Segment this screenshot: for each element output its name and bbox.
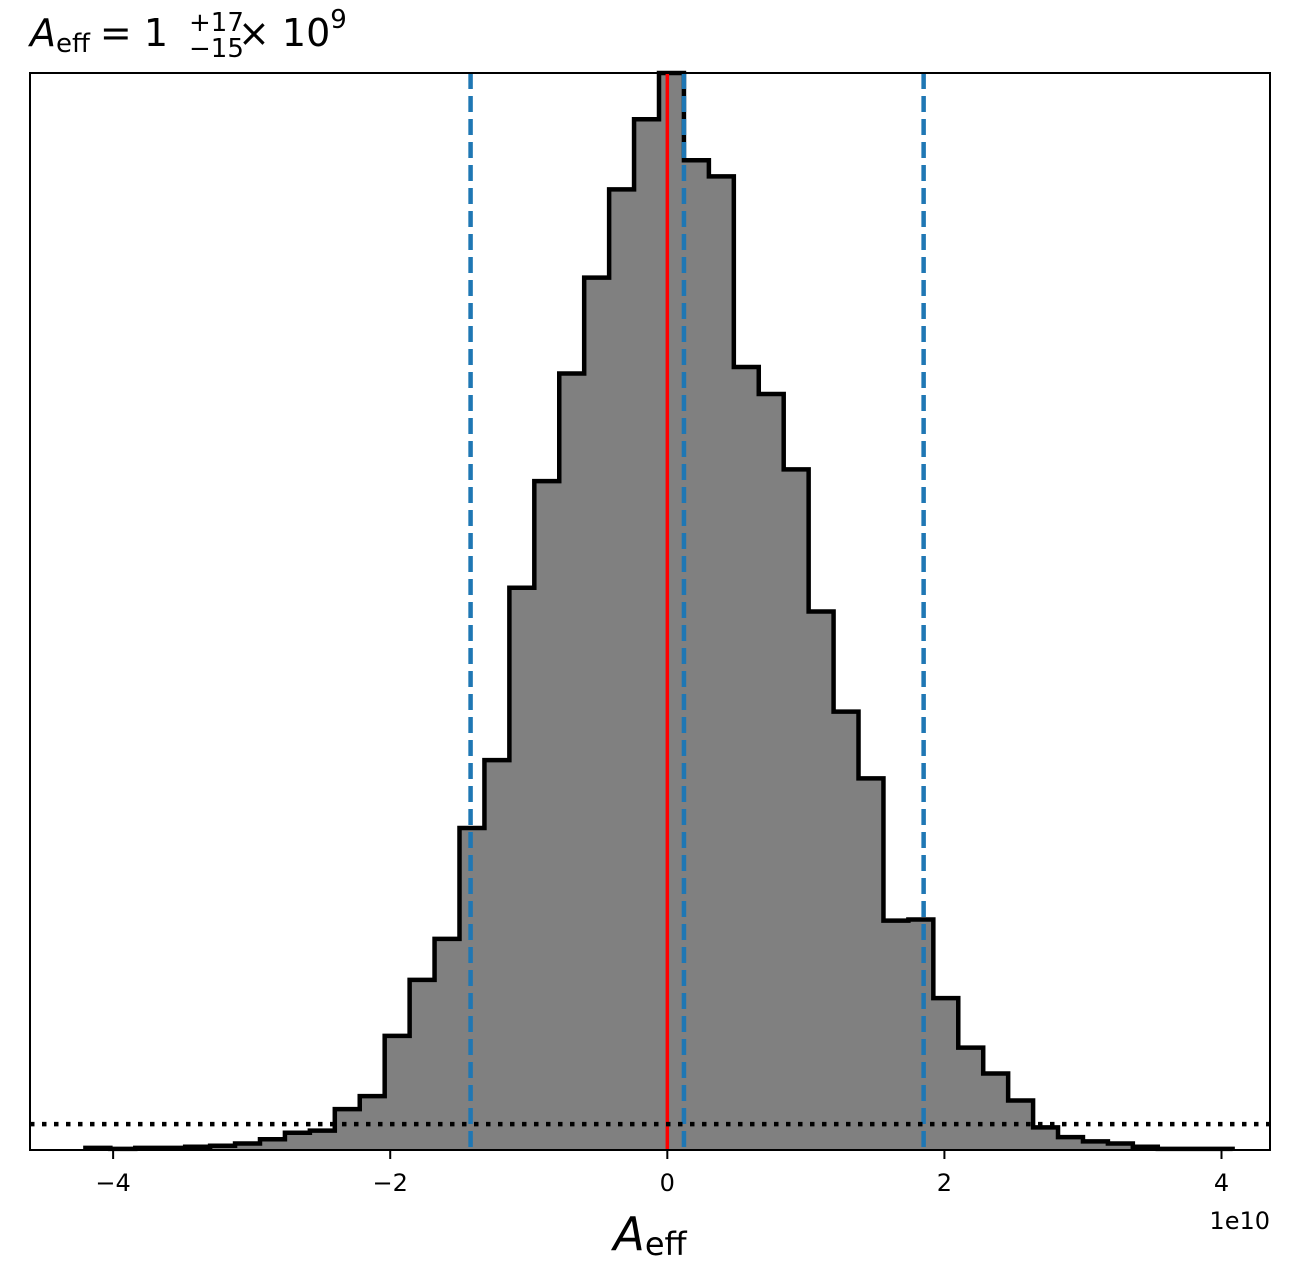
histogram-bar <box>459 827 485 1150</box>
histogram-bar <box>933 998 959 1150</box>
histogram-bar <box>1033 1127 1059 1150</box>
title-exponent: 9 <box>330 5 347 35</box>
x-tick-label: 0 <box>660 1169 675 1197</box>
histogram-bar <box>559 373 585 1150</box>
quantile-lines <box>468 73 926 1150</box>
histogram-bar <box>1107 1143 1134 1150</box>
histogram-bar <box>733 367 760 1150</box>
x-axis-ticks: −4 −2 0 2 4 <box>95 1150 1229 1197</box>
histogram-bar <box>309 1130 336 1150</box>
histogram-bar <box>235 1143 261 1150</box>
histogram-bar <box>534 481 560 1151</box>
title-minus-error: −15 <box>189 34 244 64</box>
histogram-bar <box>334 1109 361 1150</box>
histogram-bar <box>384 1035 411 1150</box>
histogram-bar <box>858 778 884 1150</box>
histogram-bar <box>584 277 610 1150</box>
histogram-bar <box>783 469 810 1150</box>
histogram-bar <box>634 119 660 1150</box>
histogram-bar <box>708 176 735 1151</box>
histogram-bar <box>808 611 835 1150</box>
histogram-bar <box>434 938 460 1150</box>
x-offset-label: 1e10 <box>1209 1207 1270 1235</box>
histogram-bar <box>833 711 860 1150</box>
histogram-bar <box>1058 1137 1084 1150</box>
chart-title: Aeff = 1 +17 −15 × 109 <box>27 5 347 64</box>
histogram-bar <box>883 920 909 1150</box>
axes-frame <box>29 72 1271 1151</box>
histogram-outline <box>83 70 1235 1152</box>
title-plus-error: +17 <box>189 8 244 38</box>
histogram-bar <box>284 1132 311 1150</box>
xlabel-subscript: eff <box>645 1225 688 1263</box>
histogram-bar <box>908 919 934 1150</box>
x-tick-label: −2 <box>373 1169 408 1197</box>
histogram-bar <box>1082 1141 1109 1150</box>
histogram-bar <box>983 1073 1009 1150</box>
title-equals: = 1 <box>100 11 168 55</box>
histogram-bars <box>85 73 1234 1151</box>
histogram-bar <box>409 979 436 1150</box>
x-axis-label: Aeff <box>610 1207 687 1263</box>
title-times: × 10 <box>238 11 330 55</box>
title-symbol: A <box>27 11 56 55</box>
x-tick-label: 4 <box>1214 1169 1229 1197</box>
histogram-bar <box>958 1047 984 1150</box>
xlabel-symbol: A <box>610 1207 644 1261</box>
svg-text:× 109: × 109 <box>238 5 347 55</box>
svg-text:Aeff= 1: Aeff = 1 <box>27 11 168 59</box>
plot-area <box>29 70 1271 1152</box>
x-tick-label: 2 <box>937 1169 952 1197</box>
histogram-bar <box>758 393 785 1150</box>
histogram-bar <box>484 760 510 1150</box>
histogram-bar <box>259 1139 286 1150</box>
x-tick-label: −4 <box>95 1169 130 1197</box>
histogram-bar <box>509 587 535 1150</box>
histogram-bar <box>683 160 710 1150</box>
title-symbol-subscript: eff <box>56 29 91 59</box>
histogram-bar <box>659 73 685 1150</box>
histogram-bar <box>609 189 635 1151</box>
